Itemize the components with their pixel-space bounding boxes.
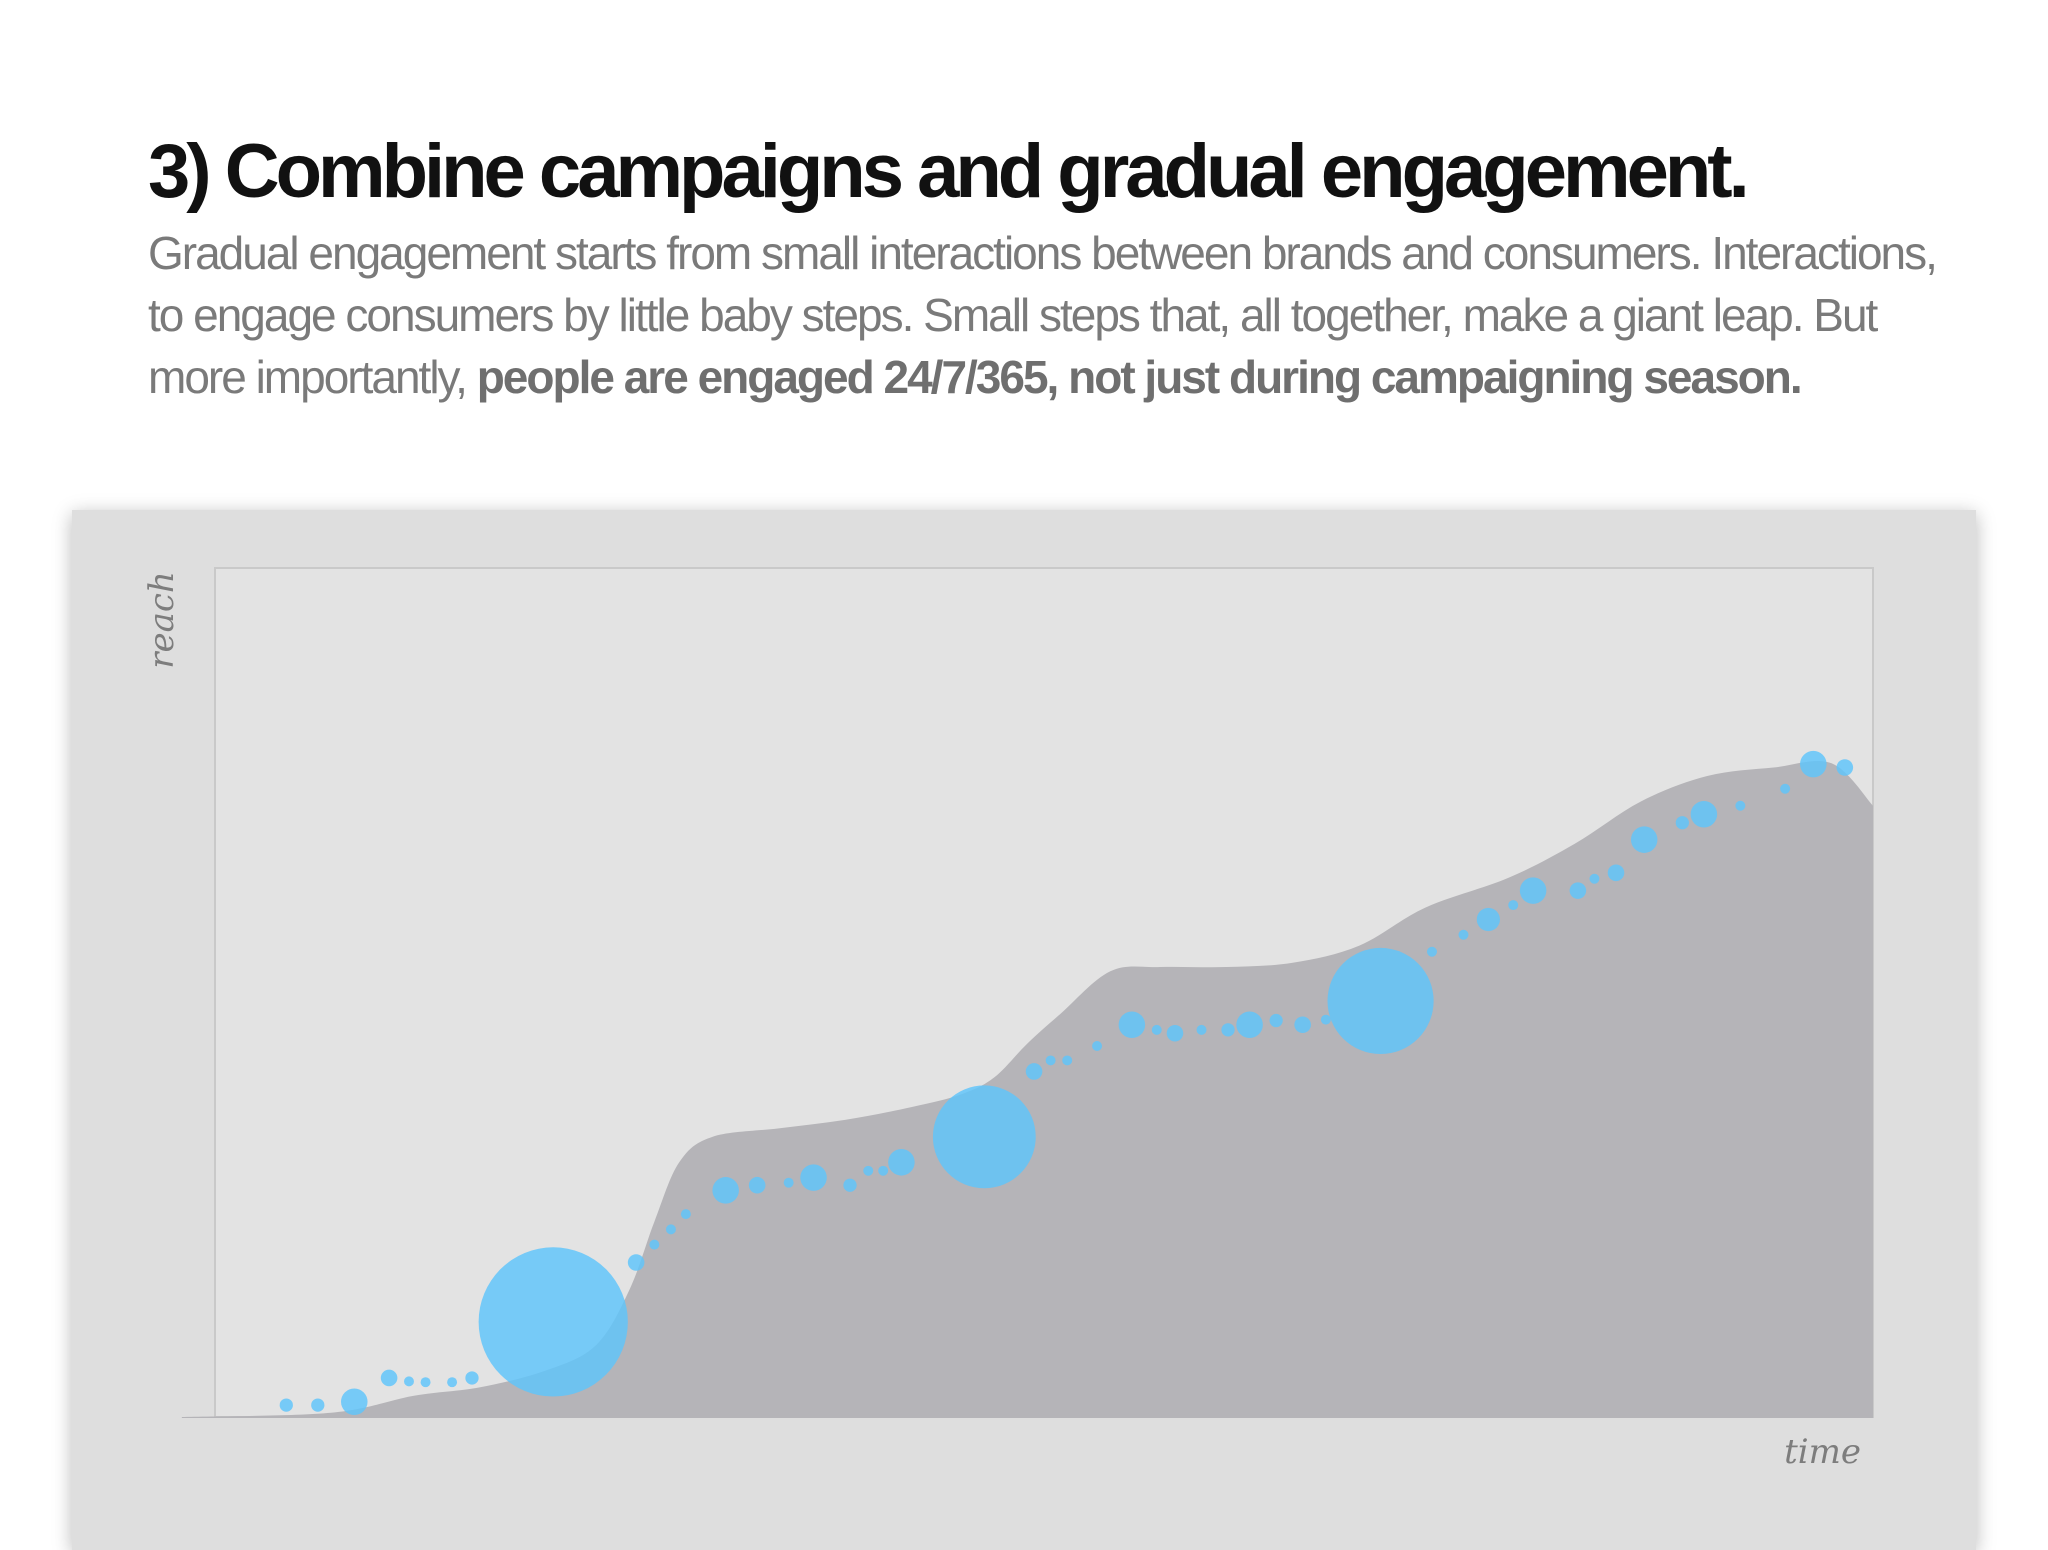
engagement-bubble [1569, 882, 1587, 899]
engagement-bubble [932, 1085, 1036, 1189]
engagement-bubble [712, 1177, 739, 1204]
slide-title: 3) Combine campaigns and gradual engagem… [148, 129, 1750, 214]
engagement-bubble [1690, 800, 1718, 828]
engagement-bubbles [279, 750, 1854, 1415]
engagement-bubble [1236, 1011, 1263, 1039]
slide-body: Gradual engagement starts from small int… [148, 222, 1968, 408]
engagement-bubble [649, 1239, 660, 1250]
engagement-bubble [1675, 816, 1689, 830]
engagement-bubble [1800, 750, 1827, 778]
engagement-bubble [665, 1224, 676, 1235]
engagement-bubble [1735, 800, 1746, 811]
engagement-bubble [1062, 1055, 1073, 1066]
engagement-bubble [680, 1209, 691, 1220]
engagement-bubble [341, 1388, 368, 1415]
engagement-bubble [1426, 946, 1437, 957]
engagement-bubble [1151, 1024, 1162, 1035]
engagement-bubble [1476, 907, 1500, 932]
engagement-bubble [465, 1371, 479, 1385]
engagement-bubble [279, 1398, 293, 1412]
engagement-bubble [1630, 826, 1658, 853]
engagement-bubble [1780, 783, 1791, 794]
engagement-bubble [420, 1377, 431, 1388]
engagement-bubble [1118, 1011, 1146, 1039]
engagement-bubble [1836, 759, 1854, 776]
chart-panel: reach time [72, 510, 1976, 1550]
engagement-bubble [1458, 929, 1469, 940]
engagement-bubble [1589, 873, 1600, 884]
reach-area [181, 760, 1874, 1418]
engagement-bubble [627, 1254, 645, 1271]
engagement-bubble [1607, 864, 1625, 882]
engagement-bubble [478, 1247, 628, 1397]
engagement-bubble [1320, 1014, 1331, 1025]
engagement-bubble [1294, 1016, 1311, 1034]
engagement-bubble [878, 1165, 889, 1176]
engagement-bubble [748, 1176, 766, 1194]
engagement-bubble [380, 1369, 398, 1387]
engagement-bubble [888, 1149, 915, 1176]
engagement-bubble [1327, 947, 1434, 1055]
engagement-bubble [1196, 1024, 1207, 1035]
engagement-bubble [404, 1376, 414, 1387]
engagement-bubble [1166, 1024, 1184, 1042]
engagement-bubble [311, 1398, 325, 1412]
y-axis-label: reach [142, 571, 182, 669]
engagement-bubble [1025, 1063, 1043, 1080]
engagement-bubble [783, 1177, 794, 1188]
engagement-bubble [447, 1377, 458, 1388]
engagement-bubble [863, 1165, 874, 1176]
engagement-bubble [1221, 1023, 1235, 1037]
slide-body-text: Gradual engagement starts from small int… [148, 227, 1938, 403]
slide-body-emphasis: people are engaged 24/7/365, not just du… [476, 351, 1803, 403]
reach-over-time-chart: reach time [142, 567, 1874, 1472]
x-axis-label: time [1784, 1432, 1861, 1472]
engagement-bubble [1045, 1055, 1056, 1066]
engagement-bubble [800, 1164, 827, 1191]
engagement-bubble [843, 1178, 857, 1192]
engagement-bubble [1508, 900, 1519, 911]
engagement-bubble [1519, 877, 1547, 904]
engagement-bubble [1092, 1041, 1103, 1051]
engagement-bubble [1269, 1013, 1283, 1028]
